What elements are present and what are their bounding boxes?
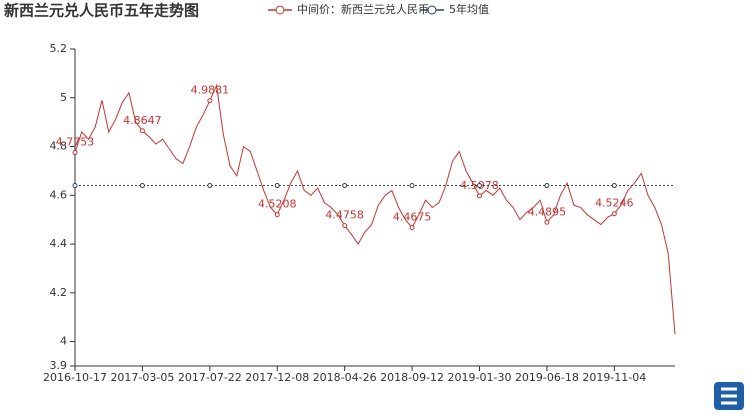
point-marker xyxy=(274,183,280,189)
value-label: 4.9881 xyxy=(191,84,230,97)
point-marker xyxy=(342,183,348,189)
x-tick-label: 2019-06-18 xyxy=(515,371,579,384)
x-tick-label: 2019-11-04 xyxy=(582,371,646,384)
value-label: 4.8647 xyxy=(123,114,162,127)
point-marker xyxy=(139,183,145,189)
legend-label: 5年均值 xyxy=(449,2,489,16)
y-tick-label: 5.2 xyxy=(50,42,68,55)
point-marker xyxy=(611,211,617,217)
point-marker xyxy=(274,212,280,218)
point-marker xyxy=(409,225,415,231)
y-tick-label: 3.9 xyxy=(50,359,68,372)
x-tick-label: 2018-09-12 xyxy=(380,371,444,384)
point-marker xyxy=(544,183,550,189)
x-tick-label: 2016-10-17 xyxy=(43,371,107,384)
x-tick-label: 2017-12-08 xyxy=(245,371,309,384)
legend-marker xyxy=(427,5,437,15)
value-label: 4.5246 xyxy=(595,197,634,210)
value-label: 4.7753 xyxy=(56,136,95,149)
y-tick-label: 5 xyxy=(60,91,67,104)
point-marker xyxy=(72,150,78,156)
chart-title: 新西兰元兑人民币五年走势图 xyxy=(4,2,199,20)
point-marker xyxy=(207,98,213,104)
legend-marker xyxy=(275,5,285,15)
point-marker xyxy=(342,223,348,229)
x-tick-label: 2017-07-22 xyxy=(178,371,242,384)
point-marker xyxy=(72,183,78,189)
point-marker xyxy=(476,193,482,199)
point-marker xyxy=(409,183,415,189)
point-marker xyxy=(611,183,617,189)
point-marker xyxy=(139,128,145,134)
series-line xyxy=(74,83,676,335)
x-tick-label: 2018-04-26 xyxy=(313,371,377,384)
value-label: 4.4675 xyxy=(393,211,432,224)
y-tick-label: 4.8 xyxy=(50,140,68,153)
point-marker xyxy=(544,219,550,225)
y-tick-label: 4.2 xyxy=(50,286,68,299)
legend-label: 中间价：新西兰元兑人民币 xyxy=(297,2,429,16)
value-label: 4.4895 xyxy=(528,205,567,218)
point-marker xyxy=(476,183,482,189)
value-label: 4.5208 xyxy=(258,198,297,211)
x-tick-label: 2017-03-05 xyxy=(110,371,174,384)
point-marker xyxy=(207,183,213,189)
y-tick-label: 4 xyxy=(60,335,67,348)
y-tick-label: 4.4 xyxy=(50,237,68,250)
x-tick-label: 2019-01-30 xyxy=(448,371,512,384)
y-tick-label: 4.6 xyxy=(50,188,68,201)
corner-icon xyxy=(714,382,744,410)
value-label: 4.4758 xyxy=(325,209,364,222)
